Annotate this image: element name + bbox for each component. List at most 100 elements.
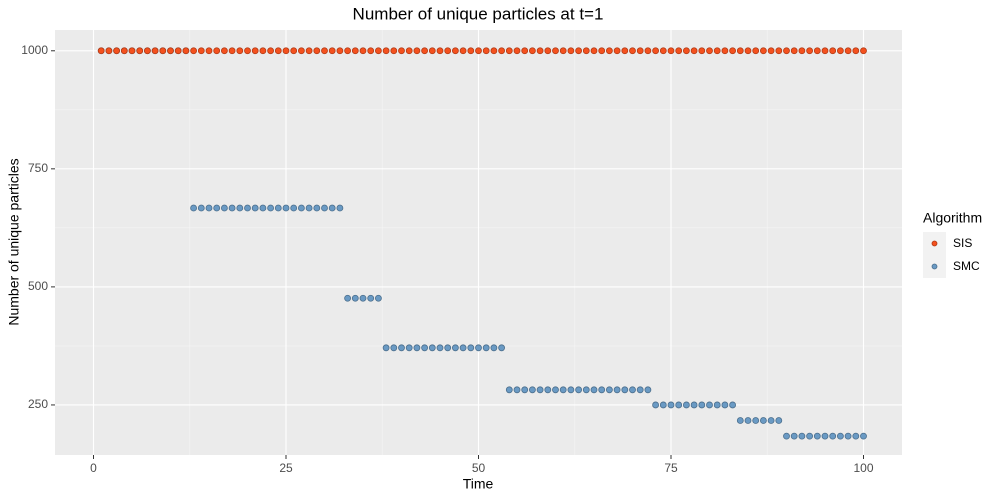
data-point: [652, 401, 659, 409]
data-point: [421, 344, 429, 352]
data-point: [837, 432, 844, 440]
data-point: [613, 386, 621, 394]
data-point: [259, 204, 267, 212]
data-point: [297, 204, 305, 212]
data-point: [621, 47, 629, 55]
data-point: [667, 47, 675, 55]
data-point: [290, 204, 298, 212]
data-point: [382, 344, 390, 352]
data-point: [451, 344, 459, 352]
data-point: [552, 386, 559, 394]
data-point: [852, 432, 860, 440]
data-point: [690, 47, 698, 55]
data-point: [405, 47, 413, 55]
data-point: [374, 294, 382, 302]
data-point: [821, 432, 829, 440]
data-point: [274, 204, 282, 212]
x-tick-label: 100: [853, 461, 873, 475]
y-tick-label: 1000: [21, 43, 48, 57]
data-point: [259, 47, 267, 55]
data-point: [667, 401, 675, 409]
x-tick-label: 75: [664, 461, 678, 475]
data-point: [559, 386, 567, 394]
data-point: [359, 294, 367, 302]
data-point: [744, 47, 752, 55]
data-point: [120, 47, 128, 55]
data-point: [806, 47, 813, 55]
data-point: [821, 47, 829, 55]
x-axis-title: Time: [463, 476, 494, 492]
data-point: [544, 47, 552, 55]
data-point: [182, 47, 190, 55]
data-point: [621, 386, 629, 394]
legend-label: SIS: [953, 236, 972, 250]
data-point: [405, 344, 413, 352]
y-tick-label: 750: [28, 161, 48, 175]
data-point: [706, 47, 713, 55]
data-point: [413, 344, 421, 352]
data-point: [498, 47, 506, 55]
x-tick-label: 0: [90, 461, 97, 475]
data-point: [590, 386, 598, 394]
data-point: [267, 47, 275, 55]
data-point: [267, 204, 275, 212]
data-point: [513, 47, 521, 55]
data-point: [775, 417, 783, 424]
data-point: [698, 47, 706, 55]
data-point: [421, 47, 429, 55]
data-point: [659, 47, 667, 55]
data-point: [467, 47, 475, 55]
data-point: [251, 47, 259, 55]
data-point: [629, 386, 636, 394]
data-point: [428, 344, 436, 352]
data-point: [775, 47, 783, 55]
data-point: [636, 386, 644, 394]
data-point: [783, 432, 790, 440]
data-point: [390, 344, 398, 352]
data-point: [852, 47, 860, 55]
y-tick-label: 250: [28, 397, 48, 411]
data-point: [706, 401, 713, 409]
data-point: [613, 47, 621, 55]
data-point: [559, 47, 567, 55]
data-point: [428, 47, 436, 55]
data-point: [513, 386, 521, 394]
data-point: [760, 47, 767, 55]
data-point: [97, 47, 105, 55]
data-point: [529, 386, 536, 394]
data-point: [436, 47, 444, 55]
data-point: [767, 47, 775, 55]
data-point: [459, 344, 467, 352]
data-point: [713, 47, 721, 55]
data-point: [351, 47, 359, 55]
data-point: [498, 344, 506, 352]
data-point: [436, 344, 444, 352]
data-point: [729, 401, 736, 409]
data-point: [475, 47, 482, 55]
data-point: [374, 47, 382, 55]
data-point: [505, 386, 513, 394]
data-point: [790, 47, 798, 55]
data-point: [713, 401, 721, 409]
data-point: [675, 401, 683, 409]
data-point: [351, 294, 359, 302]
data-point: [313, 204, 321, 212]
data-point: [220, 47, 228, 55]
data-point: [675, 47, 683, 55]
legend-symbol: [931, 263, 938, 270]
data-point: [582, 386, 590, 394]
data-point: [606, 47, 613, 55]
data-point: [829, 432, 837, 440]
data-point: [344, 47, 352, 55]
legend-title: Algorithm: [923, 210, 982, 226]
data-point: [290, 47, 298, 55]
data-point: [837, 47, 844, 55]
data-point: [606, 386, 613, 394]
data-point: [143, 47, 151, 55]
data-point: [482, 47, 490, 55]
data-point: [174, 47, 182, 55]
data-point: [228, 47, 236, 55]
data-point: [813, 47, 821, 55]
data-point: [213, 204, 221, 212]
data-point: [790, 432, 798, 440]
